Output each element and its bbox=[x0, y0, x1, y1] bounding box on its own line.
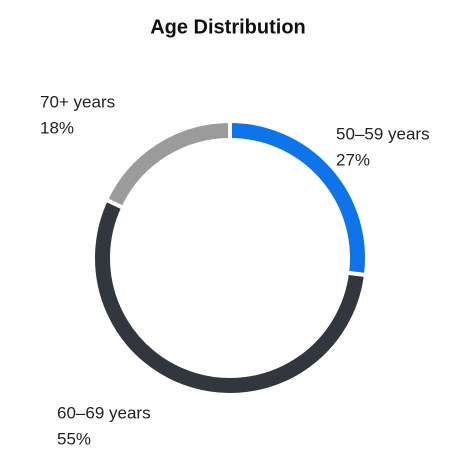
segment-label: 70+ years bbox=[40, 92, 115, 111]
segment-label: 60–69 years bbox=[57, 403, 151, 422]
donut-segment bbox=[91, 197, 369, 397]
donut-segment bbox=[228, 118, 369, 278]
segment-label: 50–59 years bbox=[336, 124, 430, 143]
segment-value-label: 27% bbox=[336, 150, 370, 169]
segment-value-label: 55% bbox=[57, 429, 91, 448]
chart-title: Age Distribution bbox=[150, 16, 306, 38]
donut-segment bbox=[103, 118, 232, 211]
segment-value-label: 18% bbox=[40, 118, 74, 137]
